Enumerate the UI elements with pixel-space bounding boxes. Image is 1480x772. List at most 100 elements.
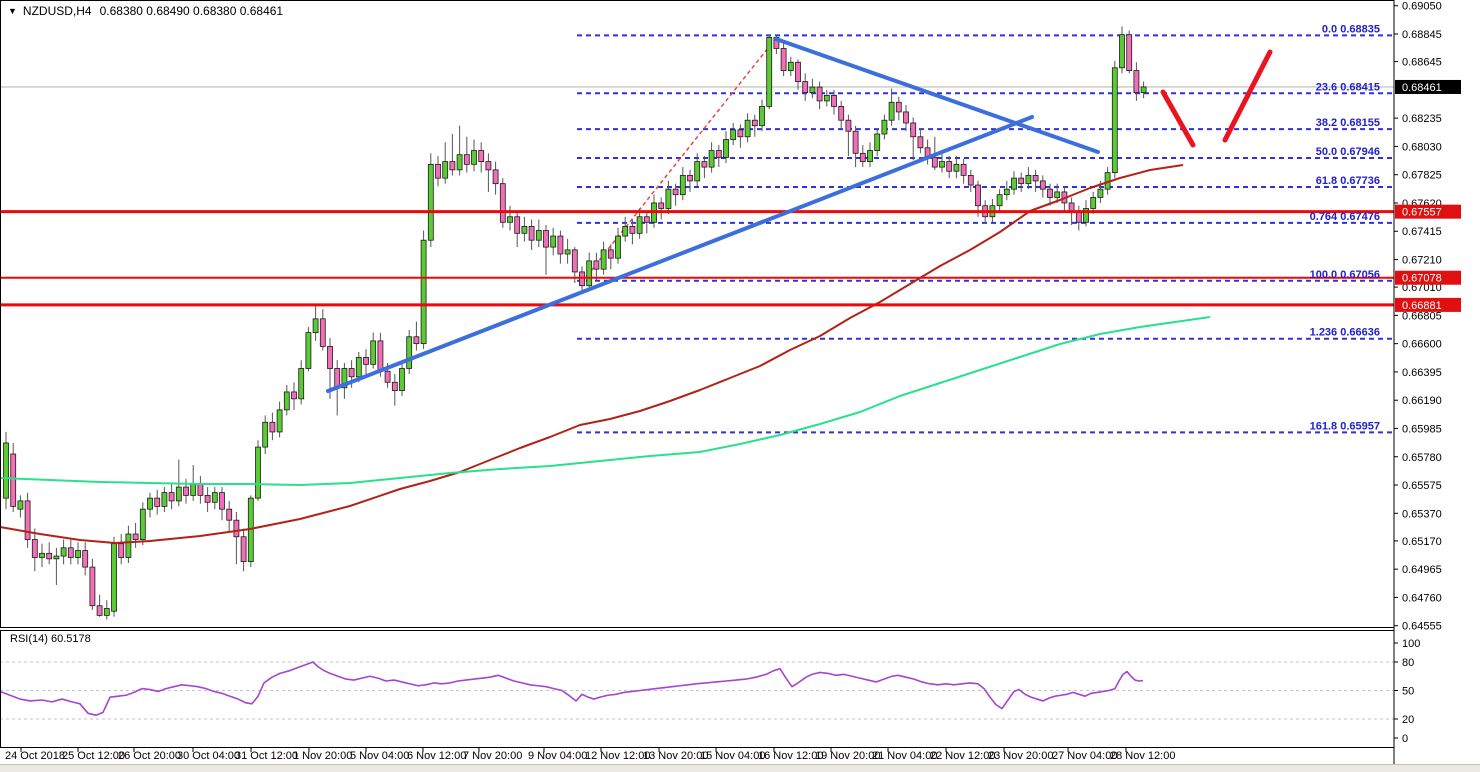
candle-body-up [471, 150, 477, 165]
candle-body-up [564, 249, 571, 255]
candle-body-up [874, 133, 881, 151]
price-axis: 0.69050 0.68845 0.68645 0.68235 0.68030 0.678… [1393, 0, 1480, 764]
candle-body-up [161, 492, 168, 507]
candle-body-up [996, 194, 1003, 207]
candle-body-up [427, 163, 434, 241]
rsi-tick-label: 100 [1402, 638, 1420, 650]
fib-level-label: 100.0 0.67056 [1310, 269, 1380, 281]
price-tick-label: 0.66395 [1402, 367, 1442, 379]
rsi-pane[interactable]: 100 80 50 20 0 [0, 638, 1420, 745]
candle-body-down [737, 129, 744, 138]
candle-body-down [780, 48, 787, 71]
price-tick-label: 0.65170 [1402, 536, 1442, 548]
candle-body-up [636, 216, 643, 234]
candle-body-down [233, 519, 240, 538]
candle-body-up [535, 230, 542, 241]
price-tick-label: 0.67210 [1402, 255, 1442, 267]
fib-diagonal-line[interactable] [581, 37, 777, 283]
current-price-badge [1395, 79, 1461, 94]
price-tick-label: 0.66805 [1402, 310, 1442, 322]
candle-body-down [658, 202, 665, 209]
fib-level-label: 38.2 0.68155 [1316, 117, 1380, 129]
price-tick-label: 0.67415 [1402, 226, 1442, 238]
candle-body-down [910, 122, 917, 138]
candle-body-down [838, 106, 845, 121]
ma-fast-green[interactable] [0, 316, 1211, 486]
time-tick-label: 13 Nov 20:00 [643, 750, 708, 762]
time-tick-label: 19 Nov 20:00 [815, 750, 880, 762]
projection-arrow[interactable] [1160, 49, 1273, 148]
candle-body-down [219, 492, 225, 510]
candle-body-up [17, 500, 24, 510]
time-tick-label: 25 Oct 12:00 [62, 750, 125, 762]
candle-body-down [528, 226, 535, 241]
price-tick-label: 0.64965 [1402, 564, 1442, 576]
candle-body-down [1039, 180, 1046, 190]
candle-body-down [197, 483, 204, 496]
candle-body-down [975, 184, 981, 207]
candle-body-down [377, 340, 384, 372]
time-tick-label: 12 Nov 12:00 [585, 750, 650, 762]
collapse-arrow-icon[interactable]: ▼ [8, 6, 17, 16]
candle-body-up [312, 318, 319, 334]
candle-body-down [917, 136, 924, 149]
rsi-line [0, 661, 1144, 717]
candle-body-down [492, 169, 499, 185]
price-tick-label: 0.64555 [1402, 621, 1442, 633]
candle-body-up [953, 163, 960, 172]
candle-body-down [168, 492, 175, 502]
candle-body-up [276, 409, 283, 433]
candle-body-down [478, 150, 485, 162]
horizontal-sr-lines[interactable] [0, 210, 1394, 307]
candle-body-down [269, 421, 276, 433]
price-badge-label: 0.67078 [1402, 273, 1442, 285]
rsi-indicator-label: RSI(14) 60.5178 [10, 633, 91, 645]
time-tick-label: 9 Nov 04:00 [528, 750, 587, 762]
fibonacci-levels[interactable] [577, 34, 1393, 434]
ma-slow-red[interactable] [0, 164, 1184, 544]
candle-body-down [89, 566, 96, 607]
candle-body-down [82, 550, 89, 568]
fib-level-label: 50.0 0.67946 [1316, 146, 1380, 158]
candle-body-up [615, 235, 621, 259]
candle-body-up [787, 61, 794, 71]
candle-body-down [118, 543, 125, 558]
candle-body-down [31, 539, 38, 558]
time-tick-label: 5 Nov 04:00 [350, 750, 409, 762]
candle-body-up [1025, 174, 1032, 185]
candle-body-up [1119, 34, 1125, 69]
candle-body-down [485, 161, 492, 171]
ascending-support[interactable] [326, 115, 1034, 393]
price-tick-label: 0.65575 [1402, 480, 1442, 492]
candle-body-up [355, 357, 362, 378]
time-tick-label: 1 Nov 20:00 [293, 750, 352, 762]
candle-body-down [67, 547, 74, 558]
candle-body-up [586, 260, 593, 287]
candle-body-up [1003, 188, 1010, 196]
candle-body-down [435, 163, 441, 179]
rsi-tick-label: 0 [1402, 733, 1408, 745]
fib-level-label: 61.8 0.67736 [1316, 175, 1380, 187]
candle-body-down [831, 94, 837, 107]
candle-body-up [1090, 197, 1097, 209]
candle-body-up [139, 508, 146, 540]
price-tick-label: 0.68030 [1402, 141, 1442, 153]
candle-body-up [881, 119, 888, 135]
candle-body-down [363, 357, 369, 365]
candle-body-up [1011, 177, 1017, 190]
candle-body-up [406, 336, 413, 369]
candle-body-up [305, 332, 312, 369]
candle-body-up [175, 486, 182, 502]
descending-resistance[interactable] [774, 37, 1100, 154]
candle-body-down [579, 271, 585, 287]
price-badge-label: 0.68461 [1402, 82, 1442, 94]
projection-arrow-segment[interactable] [1222, 49, 1273, 143]
rsi-tick-label: 20 [1402, 714, 1414, 726]
projection-arrow-segment[interactable] [1160, 89, 1196, 148]
rsi-tick-label: 80 [1402, 657, 1414, 669]
fib-level-label: 1.236 0.66636 [1310, 327, 1380, 339]
candle-body-up [723, 139, 729, 158]
candle-body-down [449, 161, 456, 171]
